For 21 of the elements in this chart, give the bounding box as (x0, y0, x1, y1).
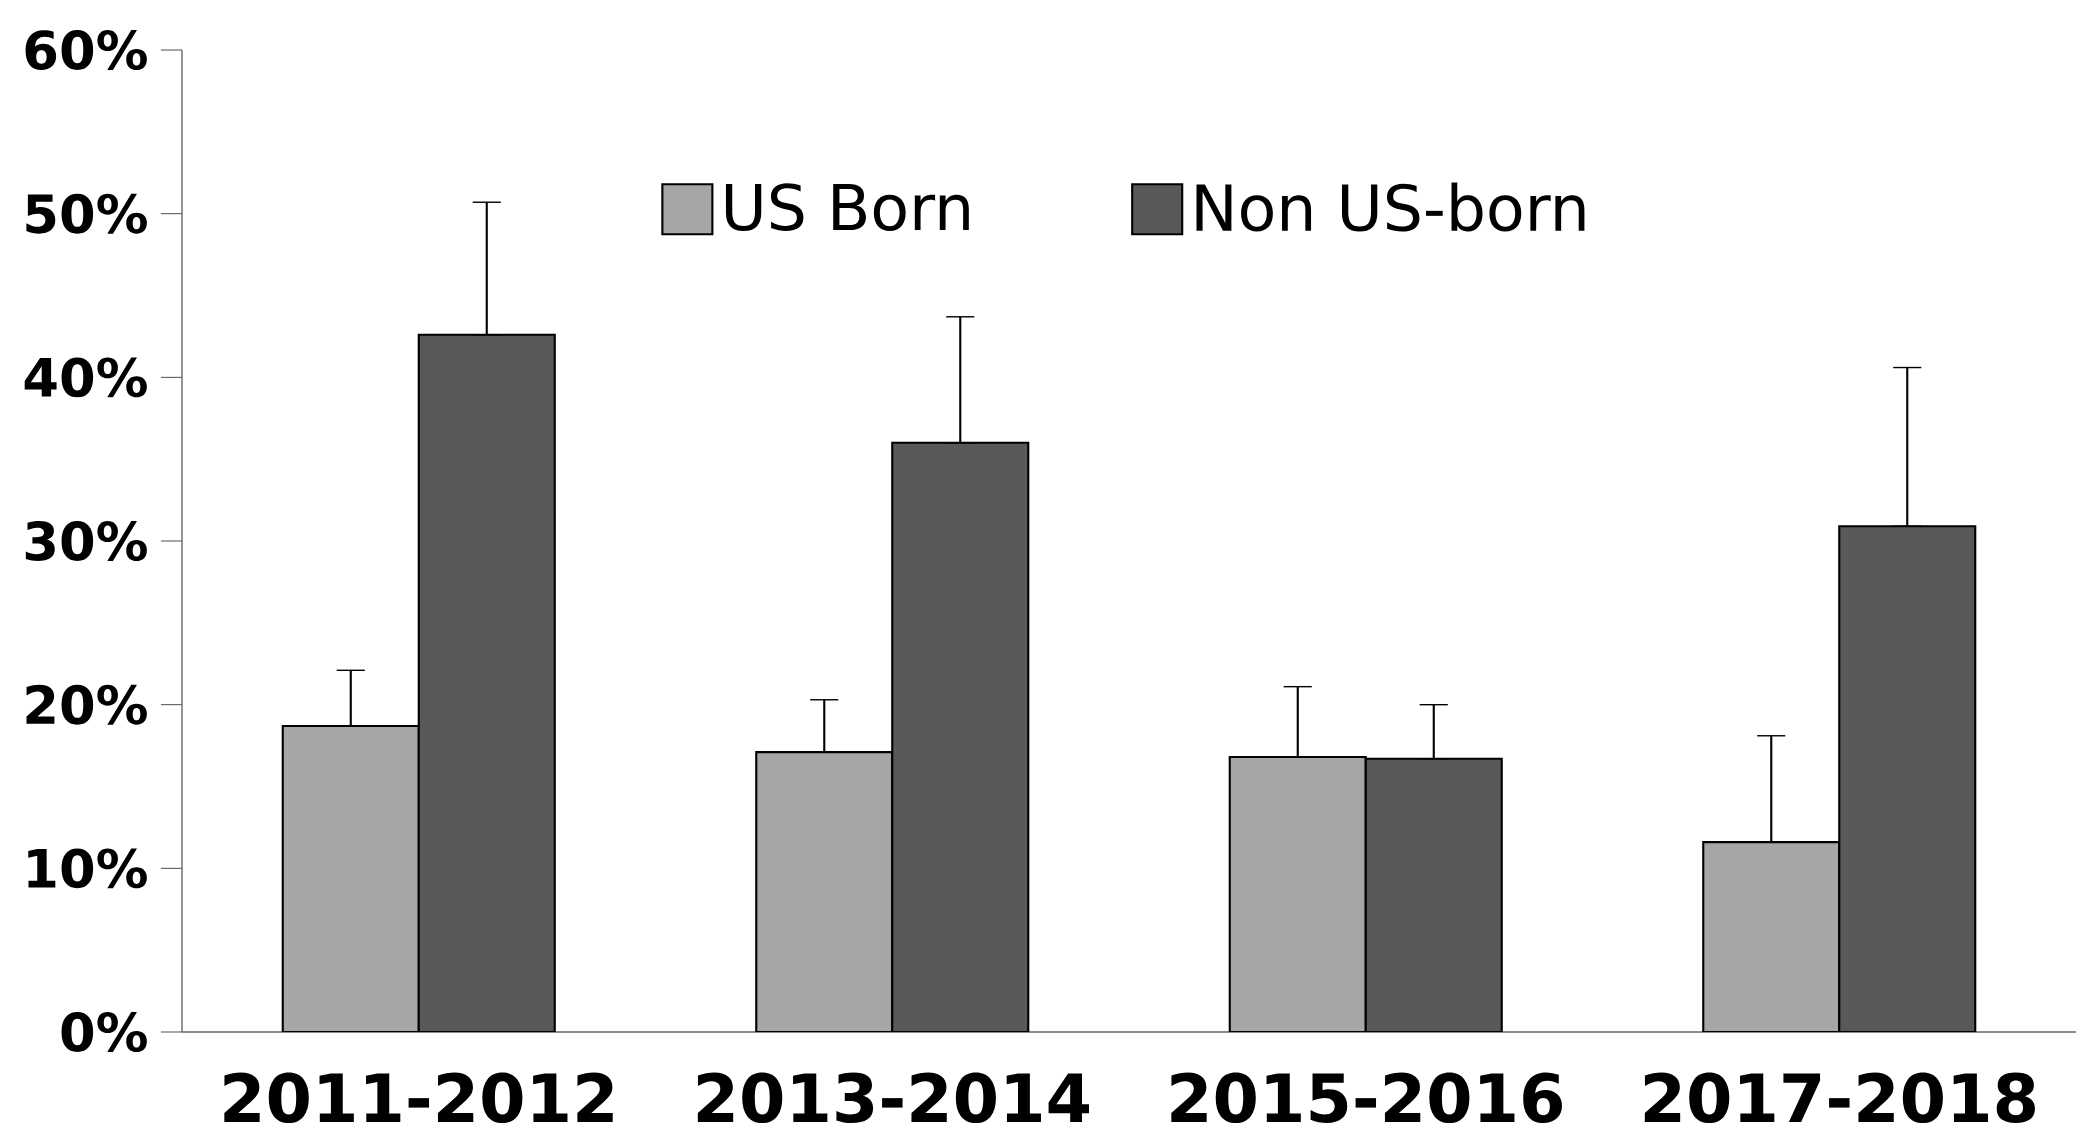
y-tick-label: 20% (26, 684, 147, 725)
legend-label: US Born (725, 183, 969, 231)
y-tick-label: 10% (28, 848, 147, 889)
bar (1702, 841, 1841, 1032)
x-tick-label: 2017-2018 (1644, 1072, 2035, 1124)
bar (1838, 525, 1977, 1032)
bar (1228, 755, 1367, 1032)
legend-label: Non US-born (1196, 182, 1585, 232)
bar (755, 751, 894, 1032)
y-tick-label: 30% (25, 521, 147, 561)
bar (417, 333, 556, 1032)
y-tick-label: 0% (61, 1012, 147, 1052)
y-tick-label: 40% (24, 357, 147, 398)
x-tick-label: 2015-2016 (1171, 1072, 1562, 1124)
y-tick-label: 50% (26, 193, 147, 234)
y-tick-label: 60% (25, 30, 147, 70)
bar (891, 441, 1030, 1032)
x-tick-label: 2013-2014 (697, 1072, 1089, 1124)
bar (1364, 757, 1503, 1032)
bar (281, 724, 420, 1032)
x-tick-label: 2011-2012 (224, 1072, 613, 1124)
